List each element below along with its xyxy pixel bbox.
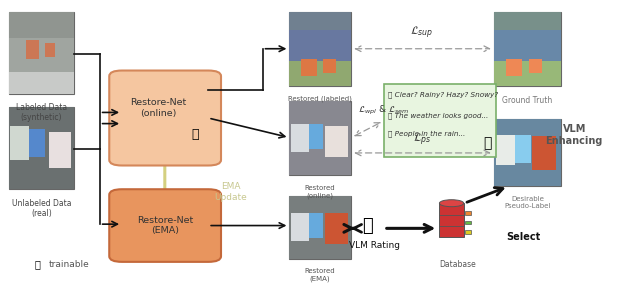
- Text: 🔥: 🔥: [35, 260, 40, 270]
- FancyBboxPatch shape: [289, 12, 351, 30]
- FancyBboxPatch shape: [10, 126, 29, 160]
- Bar: [465, 211, 471, 215]
- FancyBboxPatch shape: [493, 30, 561, 61]
- FancyBboxPatch shape: [29, 129, 45, 157]
- Text: $\mathcal{L}_{ps}$: $\mathcal{L}_{ps}$: [413, 131, 431, 148]
- FancyBboxPatch shape: [495, 135, 515, 166]
- FancyBboxPatch shape: [384, 84, 495, 157]
- FancyBboxPatch shape: [506, 59, 522, 76]
- FancyBboxPatch shape: [532, 136, 556, 170]
- FancyBboxPatch shape: [289, 196, 351, 259]
- Text: EMA
Update: EMA Update: [214, 182, 247, 202]
- Text: Desirable
Pseudo-Label: Desirable Pseudo-Label: [504, 196, 551, 209]
- FancyBboxPatch shape: [493, 12, 561, 30]
- Text: Ground Truth: Ground Truth: [502, 96, 553, 105]
- Text: VLM Rating: VLM Rating: [349, 241, 400, 250]
- FancyBboxPatch shape: [9, 72, 74, 94]
- FancyBboxPatch shape: [515, 135, 531, 163]
- FancyBboxPatch shape: [9, 107, 74, 189]
- Text: Restored
(online): Restored (online): [305, 185, 335, 199]
- FancyBboxPatch shape: [26, 40, 39, 59]
- Text: 🤖: 🤖: [483, 136, 492, 150]
- Text: ✅ The weather looks good...: ✅ The weather looks good...: [388, 112, 488, 119]
- FancyBboxPatch shape: [308, 124, 323, 149]
- Text: ❌ People in the rain...: ❌ People in the rain...: [388, 131, 465, 137]
- FancyBboxPatch shape: [289, 101, 351, 175]
- Text: VLM
Enhancing: VLM Enhancing: [545, 124, 603, 146]
- Bar: [465, 230, 471, 234]
- FancyBboxPatch shape: [493, 61, 561, 86]
- FancyBboxPatch shape: [493, 119, 561, 186]
- FancyBboxPatch shape: [325, 213, 348, 244]
- FancyBboxPatch shape: [9, 38, 74, 72]
- FancyBboxPatch shape: [440, 203, 464, 237]
- Text: Restore-Net
(online): Restore-Net (online): [130, 98, 186, 118]
- Text: ❓ Clear? Rainy? Hazy? Snowy?: ❓ Clear? Rainy? Hazy? Snowy?: [388, 91, 499, 98]
- FancyBboxPatch shape: [291, 124, 309, 152]
- Text: Restored (labeled): Restored (labeled): [288, 96, 352, 102]
- FancyBboxPatch shape: [289, 30, 351, 61]
- Text: Restore-Net
(EMA): Restore-Net (EMA): [137, 216, 193, 235]
- FancyBboxPatch shape: [323, 59, 336, 73]
- FancyBboxPatch shape: [49, 132, 71, 168]
- Text: $\mathcal{L}_{wpl}$ & $\mathcal{L}_{sem}$: $\mathcal{L}_{wpl}$ & $\mathcal{L}_{sem}…: [358, 103, 410, 117]
- FancyBboxPatch shape: [109, 70, 221, 166]
- FancyBboxPatch shape: [9, 107, 74, 189]
- FancyBboxPatch shape: [289, 196, 351, 259]
- FancyBboxPatch shape: [289, 12, 351, 86]
- FancyBboxPatch shape: [301, 59, 317, 76]
- FancyBboxPatch shape: [493, 12, 561, 86]
- FancyBboxPatch shape: [308, 213, 323, 238]
- FancyBboxPatch shape: [109, 189, 221, 262]
- Text: 🔥: 🔥: [191, 128, 199, 141]
- FancyBboxPatch shape: [45, 42, 55, 56]
- FancyBboxPatch shape: [291, 213, 309, 241]
- Text: trainable: trainable: [49, 260, 90, 269]
- FancyBboxPatch shape: [529, 59, 542, 73]
- FancyBboxPatch shape: [325, 126, 348, 157]
- Text: Database: Database: [439, 260, 476, 270]
- FancyBboxPatch shape: [9, 12, 74, 94]
- FancyBboxPatch shape: [493, 119, 561, 186]
- Text: Restored
(EMA): Restored (EMA): [305, 268, 335, 282]
- Ellipse shape: [440, 200, 464, 207]
- FancyBboxPatch shape: [289, 61, 351, 86]
- Text: 🤖: 🤖: [362, 217, 373, 235]
- Text: $\mathcal{L}_{sup}$: $\mathcal{L}_{sup}$: [410, 25, 434, 41]
- Text: Labeled Data
(synthetic): Labeled Data (synthetic): [16, 103, 67, 122]
- FancyBboxPatch shape: [9, 12, 74, 38]
- FancyBboxPatch shape: [289, 101, 351, 175]
- Bar: [465, 221, 471, 224]
- Text: Select: Select: [506, 232, 540, 242]
- Text: Unlabeled Data
(real): Unlabeled Data (real): [12, 199, 71, 218]
